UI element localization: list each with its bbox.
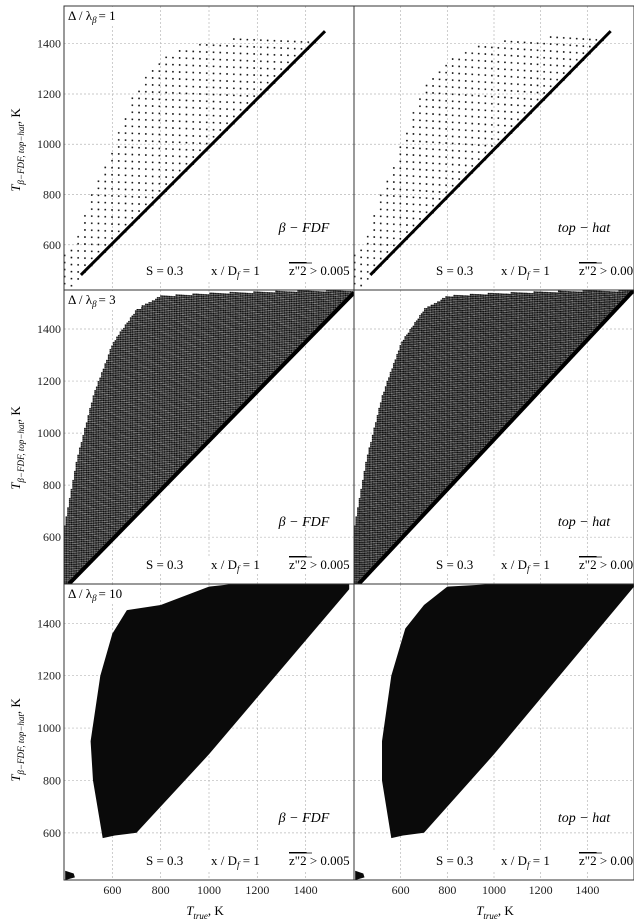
y-tick-label: 1200 <box>37 87 61 101</box>
diagonal-series <box>67 291 354 584</box>
diagonal-series <box>369 30 612 276</box>
y-tick-label: 800 <box>43 773 61 787</box>
svg-text:Ttrue, K: Ttrue, K <box>476 903 514 921</box>
scatter-cluster <box>65 870 75 880</box>
param-xd: x / Df = 1 <box>501 853 550 870</box>
y-tick-label: 800 <box>43 187 61 201</box>
model-label: top − hat <box>558 811 611 826</box>
params-bg <box>434 556 632 574</box>
plot-area-row2-right <box>354 290 634 584</box>
panel-row2-right: top − hat S = 0.3 x / Df = 1 z"2 > 0.005 <box>353 289 634 585</box>
x-tick-label: 1400 <box>575 883 599 897</box>
scatter-region <box>382 584 634 839</box>
row-label-bg <box>65 585 141 603</box>
panel-row1-right: top − hat S = 0.3 x / Df = 1 z"2 > 0.005 <box>353 5 634 291</box>
row-label: Δ / λβ = 10 <box>68 586 122 603</box>
x-tick-label: 600 <box>392 883 410 897</box>
params-bg <box>144 556 352 574</box>
param-z: z"2 > 0.005 <box>579 557 634 572</box>
x-tick-label: 1200 <box>529 883 553 897</box>
x-tick-label: 1000 <box>197 883 221 897</box>
panels-group: 600 800 1000 1200 1400 Δ / λβ = 1 β − FDF S = 0.… <box>37 5 634 897</box>
model-label: top − hat <box>558 221 611 236</box>
param-xd: x / Df = 1 <box>501 263 550 280</box>
svg-text:Tβ−FDF, top−hat, K: Tβ−FDF, top−hat, K <box>8 698 26 782</box>
x-axis-label: Ttrue, K Ttrue, K <box>186 903 514 921</box>
param-z: z"2 > 0.005 <box>289 263 350 278</box>
y-tick-label: 1400 <box>37 37 61 51</box>
plot-area-row3-left <box>65 584 350 880</box>
x-tick-label: 800 <box>152 883 170 897</box>
param-xd: x / Df = 1 <box>501 557 550 574</box>
param-s: S = 0.3 <box>146 853 183 868</box>
plot-area-row2-left <box>64 290 354 584</box>
row-label-bg <box>65 291 141 309</box>
x-tick-label: 800 <box>438 883 456 897</box>
y-tick-label: 600 <box>43 826 61 840</box>
plot-area-row1-right <box>354 30 612 290</box>
param-xd: x / Df = 1 <box>211 557 260 574</box>
params-bg <box>144 262 352 280</box>
diagonal-series <box>357 290 634 584</box>
param-s: S = 0.3 <box>146 263 183 278</box>
params-bg <box>144 852 352 870</box>
param-s: S = 0.3 <box>436 557 473 572</box>
scatter-region <box>90 584 350 839</box>
svg-text:Ttrue, K: Ttrue, K <box>186 903 224 921</box>
scatter-points <box>64 38 316 290</box>
panel-row1-left: 600 800 1000 1200 1400 Δ / λβ = 1 β − FDF S = 0.… <box>37 5 355 291</box>
param-s: S = 0.3 <box>436 263 473 278</box>
y-axis-label: Tβ−FDF, top−hat, K Tβ−FDF, top−hat, K Tβ… <box>8 108 26 782</box>
svg-text:Tβ−FDF, top−hat, K: Tβ−FDF, top−hat, K <box>8 108 26 192</box>
param-z: z"2 > 0.005 <box>289 557 350 572</box>
plot-area-row1-left <box>64 30 327 290</box>
param-z: z"2 > 0.005 <box>579 853 634 868</box>
y-tick-label: 1200 <box>37 374 61 388</box>
row-label-bg <box>65 7 141 25</box>
scatter-cluster <box>355 870 365 880</box>
row-label: Δ / λβ = 1 <box>68 8 116 25</box>
model-label: β − FDF <box>278 811 330 826</box>
y-tick-label: 1200 <box>37 669 61 683</box>
row-label: Δ / λβ = 3 <box>68 292 116 309</box>
model-label: β − FDF <box>278 221 330 236</box>
panel-row3-right: 600 800 1000 1200 1400 top − hat S = 0.3 x / Df… <box>353 583 634 897</box>
panel-row2-left: 600 800 1000 1200 1400 Δ / λβ = 3 β − FDF S = 0.… <box>37 289 355 585</box>
param-s: S = 0.3 <box>436 853 473 868</box>
x-tick-label: 1400 <box>294 883 318 897</box>
param-xd: x / Df = 1 <box>211 263 260 280</box>
x-tick-label: 1200 <box>245 883 269 897</box>
scatter-points <box>354 36 604 290</box>
param-z: z"2 > 0.005 <box>579 263 634 278</box>
params-bg <box>434 852 632 870</box>
x-tick-label: 1000 <box>482 883 506 897</box>
param-xd: x / Df = 1 <box>211 853 260 870</box>
y-tick-label: 600 <box>43 530 61 544</box>
params-bg <box>434 262 632 280</box>
y-tick-label: 600 <box>43 238 61 252</box>
panel-row3-left: 600 800 1000 1200 1400 600 800 1000 1200 1400 Δ / … <box>37 583 355 897</box>
param-z: z"2 > 0.005 <box>289 853 350 868</box>
param-s: S = 0.3 <box>146 557 183 572</box>
y-tick-label: 1000 <box>37 426 61 440</box>
x-tick-label: 600 <box>103 883 121 897</box>
model-label: top − hat <box>558 515 611 530</box>
y-tick-label: 1400 <box>37 616 61 630</box>
y-tick-label: 1000 <box>37 137 61 151</box>
panel-frame <box>353 583 634 881</box>
diagonal-series <box>79 30 327 276</box>
plot-area-row3-right <box>355 584 634 880</box>
svg-text:Tβ−FDF, top−hat, K: Tβ−FDF, top−hat, K <box>8 406 26 490</box>
model-label: β − FDF <box>278 515 330 530</box>
y-tick-label: 1000 <box>37 721 61 735</box>
y-tick-label: 800 <box>43 478 61 492</box>
y-tick-label: 1400 <box>37 322 61 336</box>
